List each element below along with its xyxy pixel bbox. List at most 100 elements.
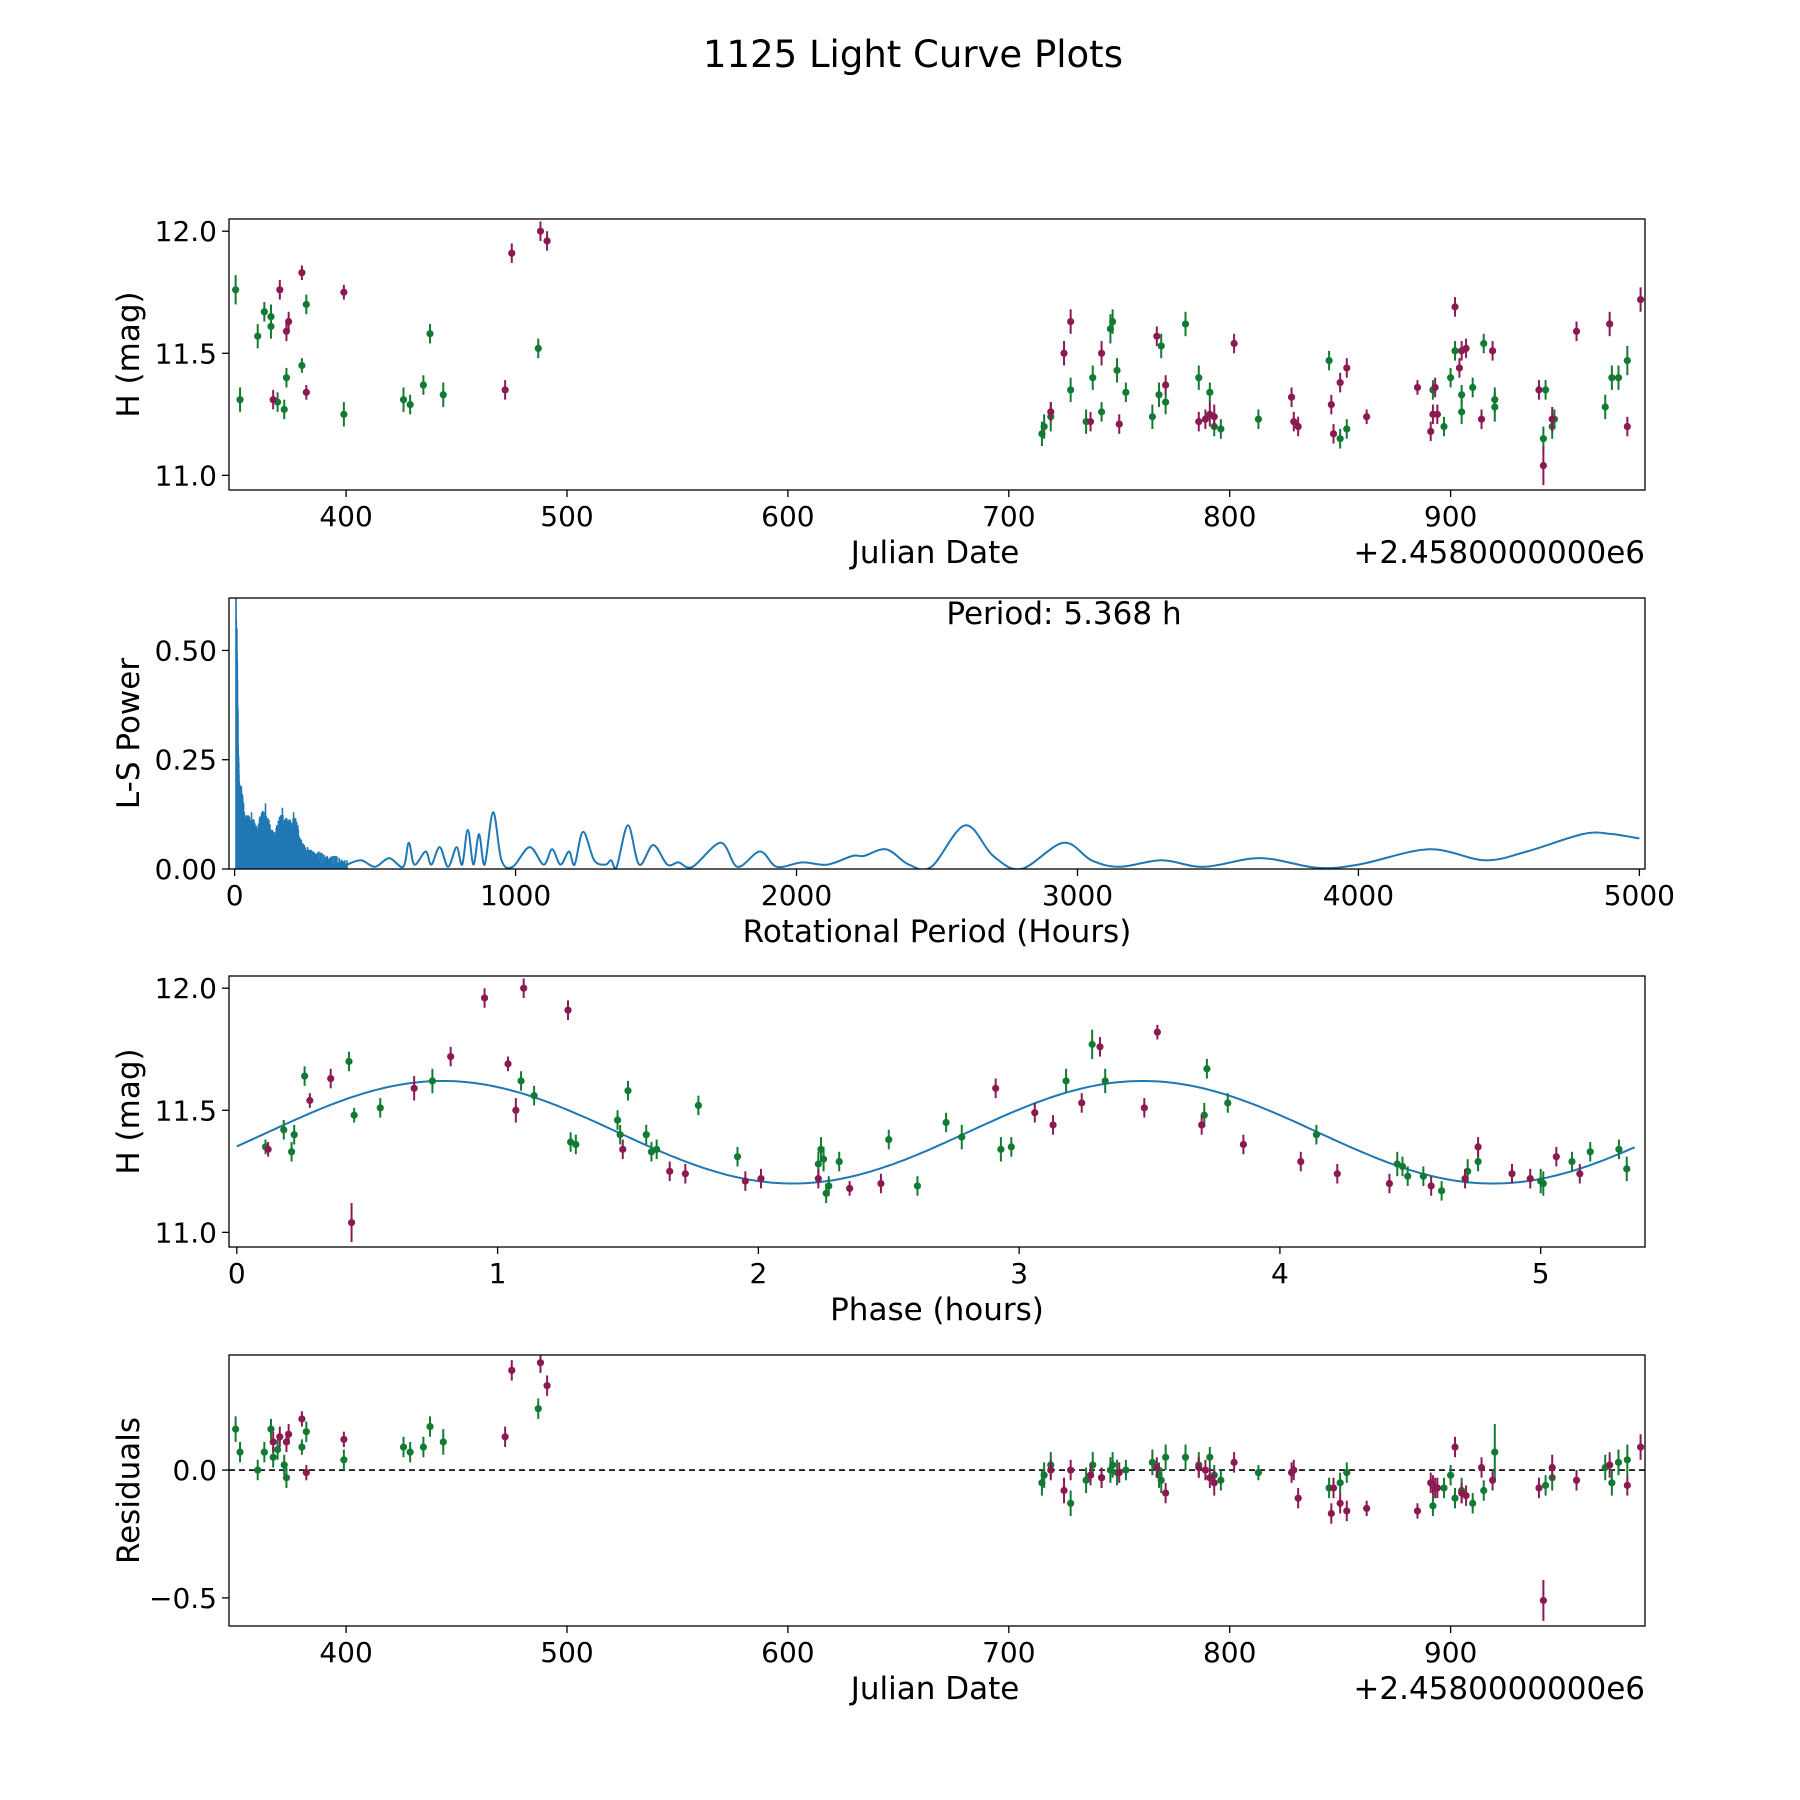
- data-point: [1480, 1486, 1488, 1495]
- x-tick-label: 500: [540, 500, 593, 533]
- data-point: [1477, 1463, 1486, 1472]
- data-point: [1097, 1474, 1106, 1482]
- data-point: [480, 994, 489, 1002]
- data-point: [282, 374, 291, 382]
- x-tick-label: 800: [1203, 1636, 1256, 1669]
- data-point: [1060, 349, 1068, 357]
- data-point: [1427, 427, 1435, 436]
- data-point: [517, 1077, 525, 1085]
- data-point: [757, 1175, 765, 1183]
- data-point: [1089, 374, 1097, 382]
- data-point: [1526, 1175, 1534, 1183]
- x-tick-label: 700: [982, 500, 1035, 533]
- data-point: [1067, 1466, 1075, 1474]
- data-point: [1535, 386, 1543, 394]
- data-point: [1217, 425, 1225, 433]
- data-point: [572, 1140, 580, 1149]
- data-point: [642, 1131, 650, 1139]
- data-point: [1294, 422, 1302, 431]
- data-point: [1181, 1453, 1190, 1461]
- data-point: [1437, 1187, 1446, 1195]
- data-point: [1097, 349, 1106, 357]
- data-point: [520, 984, 528, 992]
- data-point: [1480, 339, 1488, 348]
- data-point: [1254, 415, 1263, 423]
- data-point: [1201, 1466, 1209, 1474]
- data-point: [1122, 388, 1130, 396]
- axes-frame: [228, 975, 1646, 1248]
- data-point: [1539, 435, 1547, 443]
- data-point: [1327, 1509, 1335, 1518]
- data-point: [1047, 1466, 1055, 1474]
- x-tick-label: 400: [319, 500, 372, 533]
- y-axis-label: L-S Power: [111, 658, 147, 809]
- x-tick-label: 5: [1532, 1257, 1550, 1290]
- data-point: [1623, 1165, 1631, 1173]
- x-tick-label: 500: [540, 1636, 593, 1669]
- data-point: [267, 1425, 275, 1433]
- data-point: [1230, 339, 1238, 348]
- phase-folded-panel: 0 1 2 3 4 5 11.0 11.5 12.0 Phase (hours) H (mag): [111, 972, 1646, 1328]
- data-point: [276, 286, 284, 294]
- data-point: [501, 1433, 509, 1441]
- periodogram-line: [346, 811, 1640, 869]
- data-point: [302, 300, 310, 309]
- data-point: [1623, 422, 1631, 431]
- data-point: [1343, 1507, 1351, 1515]
- data-point: [428, 1077, 437, 1085]
- data-point: [1007, 1143, 1015, 1151]
- plot-area: [232, 221, 1645, 486]
- data-point: [298, 1443, 306, 1451]
- data-point: [1477, 415, 1486, 423]
- data-point: [1040, 422, 1048, 431]
- data-point: [1195, 418, 1203, 426]
- data-point: [613, 1116, 622, 1124]
- data-point: [1101, 1077, 1109, 1085]
- data-point: [1329, 430, 1338, 438]
- data-point: [1113, 366, 1121, 374]
- x-tick-label: 900: [1424, 1636, 1477, 1669]
- data-point: [958, 1133, 966, 1141]
- data-point: [1601, 403, 1609, 411]
- plot-area: [229, 1355, 1645, 1621]
- data-point: [814, 1175, 822, 1183]
- data-point: [1210, 1479, 1218, 1487]
- y-tick-label: −0.5: [149, 1582, 217, 1615]
- data-point: [534, 1405, 542, 1413]
- data-point: [1474, 1157, 1482, 1166]
- data-point: [1195, 1463, 1203, 1472]
- data-point: [254, 1466, 262, 1474]
- data-point: [1508, 1170, 1516, 1178]
- x-offset-label: +2.4580000000e6: [1353, 1671, 1645, 1707]
- data-point: [426, 330, 434, 338]
- series-purple: [269, 221, 1645, 486]
- data-point: [280, 1461, 288, 1469]
- data-point: [543, 1382, 551, 1390]
- axes-frame: [228, 218, 1646, 491]
- data-point: [1067, 386, 1075, 394]
- data-point: [301, 1072, 309, 1080]
- x-axis-label: Julian Date: [849, 1671, 1020, 1707]
- data-point: [1343, 1469, 1351, 1477]
- data-point: [1491, 1448, 1499, 1456]
- y-tick-label: 11.5: [155, 337, 217, 370]
- x-offset-label: +2.4580000000e6: [1353, 535, 1645, 571]
- data-point: [536, 227, 545, 235]
- light-curve-panel: 400 500 600 700 800 900 11.0 11.5 12.0 Julian Dat…: [111, 215, 1646, 571]
- data-point: [997, 1145, 1005, 1153]
- data-point: [276, 1433, 284, 1441]
- data-point: [1614, 1458, 1623, 1466]
- data-point: [340, 410, 348, 418]
- x-tick-label: 4000: [1323, 879, 1394, 912]
- data-point: [273, 1445, 282, 1454]
- figure-title: 1125 Light Curve Plots: [703, 33, 1123, 76]
- data-point: [1122, 1466, 1130, 1474]
- data-point: [1067, 317, 1075, 326]
- x-tick-label: 700: [982, 1636, 1035, 1669]
- y-tick-label: 0.00: [155, 853, 217, 886]
- data-point: [733, 1153, 742, 1161]
- data-point: [536, 1359, 545, 1367]
- x-tick-label: 0: [228, 1257, 246, 1290]
- data-point: [1049, 1121, 1057, 1129]
- x-tick-label: 400: [319, 1636, 372, 1669]
